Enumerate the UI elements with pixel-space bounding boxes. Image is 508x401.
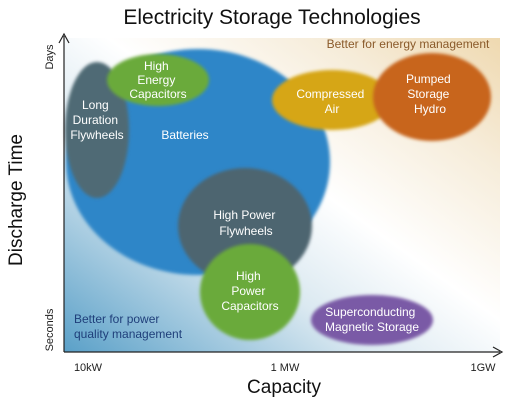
high-energy-capacitors-label: High Energy Capacitors (129, 59, 186, 101)
bubble-long-duration-flywheels: Long Duration Flywheels (65, 62, 129, 198)
bubble-high-energy-capacitors: High Energy Capacitors (107, 54, 209, 106)
high-power-capacitors-label: High Power Capacitors (221, 269, 278, 313)
high-power-capacitors-label-line: Power (231, 284, 265, 298)
superconducting-magnetic-storage-label: Superconducting Magnetic Storage (325, 305, 419, 334)
high-power-capacitors-shape (200, 244, 300, 340)
y-axis-title: Discharge Time (6, 134, 27, 266)
batteries-label-line: Batteries (161, 128, 208, 142)
x-tick-1mw: 1 MW (271, 362, 300, 374)
batteries-label: Batteries (161, 128, 208, 142)
pumped-storage-hydro-shape (373, 53, 491, 141)
x-tick-10kw: 10kW (74, 362, 103, 374)
power-quality-note-line: quality management (74, 327, 183, 341)
compressed-air-label-line: Air (325, 102, 340, 116)
axes (58, 32, 504, 358)
pumped-storage-hydro-label-line: Hydro (414, 102, 446, 116)
x-axis-arrowhead (492, 346, 504, 358)
x-axis-title: Capacity (247, 377, 321, 398)
long-duration-flywheels-label-line: Long (82, 98, 109, 112)
superconducting-magnetic-storage-label-line: Superconducting (325, 305, 415, 319)
compressed-air-label: Compressed Air (296, 87, 367, 116)
pumped-storage-hydro-label-line: Storage (407, 87, 449, 101)
bubble-pumped-storage-hydro: Pumped Storage Hydro (373, 53, 491, 141)
high-energy-capacitors-label-line: Energy (137, 73, 175, 87)
pumped-storage-hydro-label: Pumped Storage Hydro (406, 72, 454, 116)
power-quality-note-line: Better for power (74, 312, 159, 326)
high-energy-capacitors-shape (107, 54, 209, 106)
high-power-capacitors-label-line: High (236, 269, 261, 283)
y-tick-days: Days (44, 44, 56, 70)
y-axis-arrowhead (58, 32, 70, 44)
high-power-capacitors-label-line: Capacitors (221, 299, 278, 313)
energy-management-note: Better for energy management (327, 37, 490, 51)
superconducting-magnetic-storage-label-line: Magnetic Storage (325, 320, 419, 334)
high-energy-capacitors-label-line: High (144, 59, 169, 73)
high-power-flywheels-label-line: Flywheels (219, 224, 272, 238)
long-duration-flywheels-label-line: Flywheels (70, 128, 123, 142)
compressed-air-shape (272, 70, 392, 130)
long-duration-flywheels-shape (65, 62, 129, 198)
pumped-storage-hydro-label-line: Pumped (406, 72, 451, 86)
bubble-compressed-air: Compressed Air (272, 70, 392, 130)
bubble-high-power-capacitors: High Power Capacitors (200, 244, 300, 340)
chart-title: Electricity Storage Technologies (123, 6, 420, 29)
x-tick-1gw: 1GW (470, 362, 496, 374)
y-tick-seconds: Seconds (44, 308, 56, 351)
high-energy-capacitors-label-line: Capacitors (129, 87, 186, 101)
superconducting-magnetic-storage-shape (311, 295, 433, 345)
high-power-flywheels-label-line: High Power (213, 208, 275, 222)
long-duration-flywheels-label: Long Duration Flywheels (70, 98, 123, 142)
compressed-air-label-line: Compressed (296, 87, 364, 101)
bubble-superconducting-magnetic-storage: Superconducting Magnetic Storage (311, 295, 433, 345)
power-quality-note: Better for power quality management (74, 312, 183, 341)
long-duration-flywheels-label-line: Duration (73, 113, 118, 127)
high-power-flywheels-label: High Power Flywheels (213, 208, 278, 238)
